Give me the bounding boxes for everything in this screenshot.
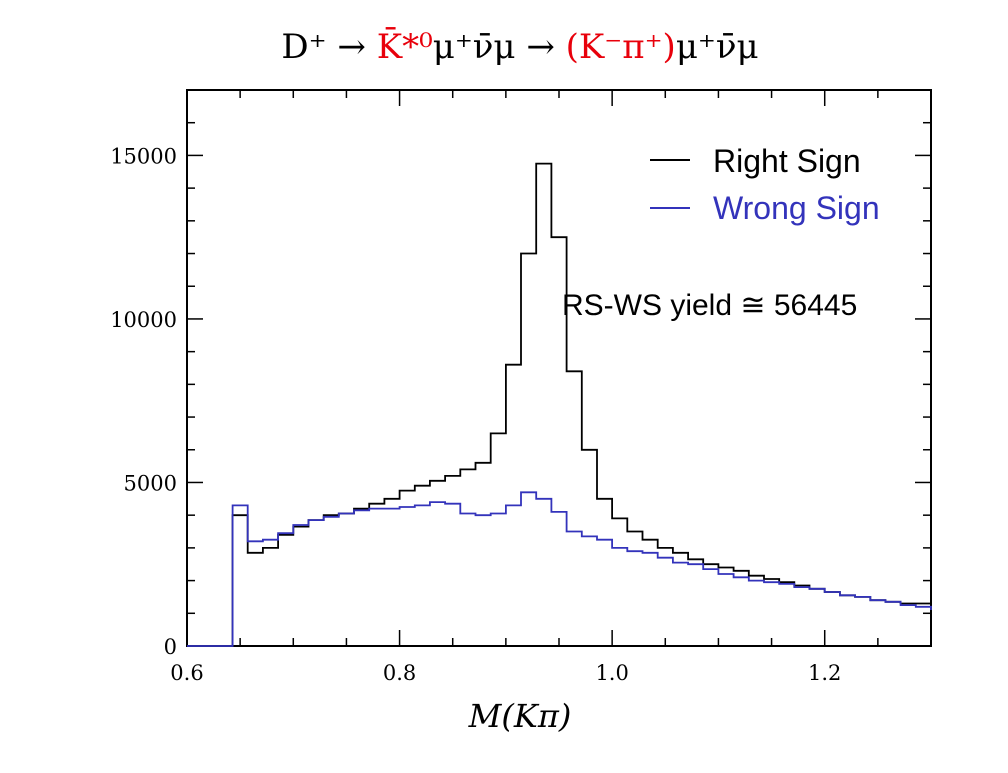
title-part-1: K̄*⁰ (377, 26, 433, 67)
x-tick-label: 1.0 (595, 661, 628, 685)
chart-title: D⁺ → K̄*⁰μ⁺ν̄μ → (K⁻π⁺)μ⁺ν̄μ (281, 26, 758, 67)
y-tick-label: 0 (164, 635, 177, 659)
series-right-sign (187, 162, 932, 647)
title-part-3: (K⁻π⁺) (566, 27, 676, 67)
series-lines (187, 162, 932, 647)
tick-labels: 0.6 0.8 1.0 1.2 0 5000 10000 15000 (110, 144, 841, 685)
title-part-2: μ⁺ν̄μ → (433, 27, 566, 67)
axis-ticks (186, 89, 932, 647)
yield-annotation: RS-WS yield ≅ 56445 (562, 289, 857, 322)
series-wrong-sign (187, 491, 932, 647)
x-axis-label: M(Kπ) (468, 697, 572, 735)
x-tick-label: 1.2 (808, 661, 841, 685)
y-tick-label: 5000 (124, 471, 177, 495)
legend-label-right-sign: Right Sign (713, 143, 861, 179)
y-tick-label: 10000 (110, 308, 177, 332)
y-tick-label: 15000 (110, 144, 177, 168)
legend: Right Sign Wrong Sign (650, 143, 880, 226)
x-tick-label: 0.6 (170, 661, 203, 685)
x-tick-label: 0.8 (383, 661, 416, 685)
title-part-4: μ⁺ν̄μ (676, 27, 759, 67)
legend-label-wrong-sign: Wrong Sign (713, 190, 880, 226)
title-part-0: D⁺ → (281, 27, 376, 67)
